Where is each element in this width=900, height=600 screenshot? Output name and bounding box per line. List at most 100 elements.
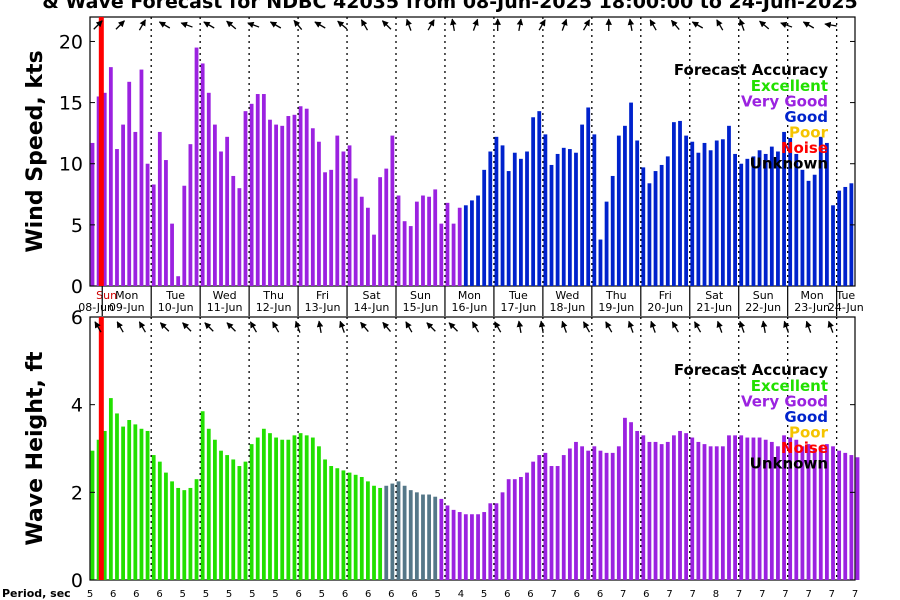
bar (506, 171, 511, 286)
bar (145, 163, 150, 286)
direction-arrow (405, 18, 412, 31)
period-value: 6 (504, 589, 510, 600)
period-value: 5 (180, 589, 186, 600)
bar (421, 494, 425, 580)
bar (194, 47, 199, 287)
legend-item: Unknown (750, 455, 828, 473)
bar (776, 446, 780, 580)
bar (757, 437, 762, 580)
bar (506, 479, 511, 580)
bar (133, 424, 138, 580)
bar (372, 234, 376, 286)
bar (225, 455, 230, 580)
direction-arrow (759, 20, 770, 30)
bar (488, 503, 493, 580)
day-label-dow: Fri (316, 289, 329, 302)
bar (421, 195, 425, 286)
period-value: 6 (365, 589, 371, 600)
day-label-dow: Fri (659, 289, 672, 302)
bar (451, 223, 456, 286)
bar (108, 398, 113, 580)
bar (243, 111, 248, 287)
bar (604, 201, 609, 286)
period-row: Period, sec 5 6 6 6 5 5 5 5 5 6 5 6 6 6 6 5 4 5 6 6 7 6 6 7 6 7 7 8 7… (2, 587, 858, 600)
bar (304, 108, 309, 286)
direction-arrow (824, 21, 837, 29)
bar (470, 200, 474, 286)
bar (574, 152, 578, 286)
y-axis-label: Wind Speed, kts (23, 50, 48, 252)
bar (733, 153, 737, 286)
day-label-dow: Sun (96, 289, 117, 302)
bar (274, 437, 278, 580)
day-label-date: 24-Jun (828, 301, 864, 314)
direction-arrow (405, 321, 413, 333)
y-tick-label: 4 (71, 395, 83, 417)
bar (659, 164, 664, 286)
bar (586, 450, 591, 580)
day-label-date: 17-Jun (501, 301, 537, 314)
bar (812, 174, 817, 286)
direction-arrow (294, 320, 301, 333)
bar (445, 202, 450, 286)
bar (763, 439, 768, 580)
day-label-dow: Mon (801, 289, 824, 302)
bar (782, 435, 786, 580)
direction-arrow (316, 320, 324, 334)
y-tick-label: 10 (59, 154, 83, 176)
direction-arrow (269, 21, 282, 29)
bar (427, 494, 431, 580)
direction-arrow (448, 322, 458, 332)
bar (433, 496, 438, 580)
direction-arrow (671, 321, 679, 333)
direction-arrow (472, 18, 479, 31)
bar (494, 136, 499, 286)
bar (366, 207, 370, 286)
bar (843, 186, 848, 286)
bar (200, 63, 205, 286)
period-value: 5 (249, 589, 255, 600)
bar (580, 124, 584, 286)
bar (598, 239, 603, 286)
bar (439, 223, 444, 286)
direction-arrow (650, 320, 657, 333)
bar (806, 180, 811, 286)
period-value: 6 (156, 589, 162, 600)
day-label-dow: Mon (115, 289, 138, 302)
day-label-dow: Wed (213, 289, 237, 302)
bar (598, 450, 603, 580)
bar (310, 128, 315, 286)
direction-arrow (780, 21, 793, 29)
bar (335, 468, 340, 580)
bar (812, 448, 817, 580)
bar (170, 481, 174, 580)
y-tick-label: 6 (71, 307, 83, 329)
bar (164, 160, 168, 286)
bar (292, 114, 297, 287)
bar (249, 103, 254, 287)
y-tick-label: 20 (59, 31, 83, 53)
bar (708, 150, 713, 286)
bar (488, 151, 493, 286)
day-label-date: 22-Jun (745, 301, 781, 314)
bar (714, 140, 719, 286)
bar (519, 158, 523, 286)
direction-arrow (494, 321, 502, 333)
period-value: 7 (620, 589, 626, 600)
bar (298, 106, 303, 286)
bar (653, 441, 658, 580)
direction-arrow (805, 320, 812, 333)
direction-arrow (691, 21, 704, 29)
bar (610, 175, 615, 286)
day-label-date: 18-Jun (549, 301, 585, 314)
direction-arrow (693, 321, 702, 333)
period-value: 4 (458, 589, 464, 600)
legend-item: Good (784, 108, 828, 126)
period-value: 5 (319, 589, 325, 600)
bar (353, 474, 358, 580)
period-value: 6 (342, 589, 348, 600)
bar (708, 446, 713, 580)
direction-arrow (426, 322, 436, 332)
direction-arrow (538, 19, 546, 31)
bar (121, 124, 125, 286)
